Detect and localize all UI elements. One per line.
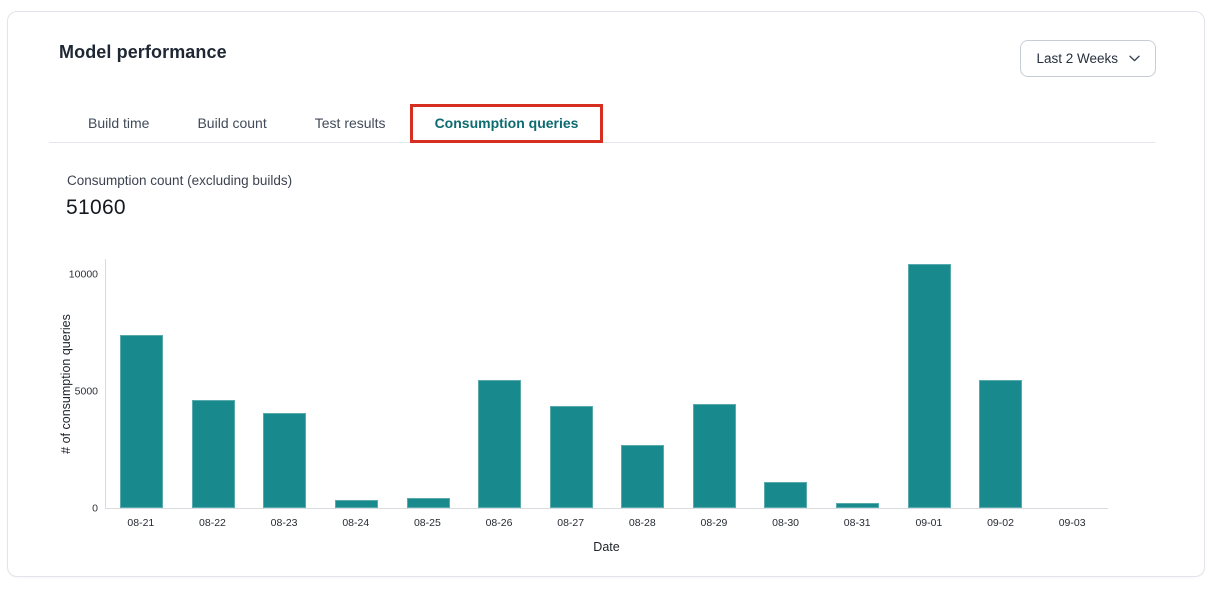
y-tick-label: 5000 [74, 384, 98, 397]
y-tick-label: 0 [92, 501, 98, 514]
bar-slot [106, 259, 178, 508]
x-tick-label: 08-31 [843, 517, 871, 529]
x-tick-label: 08-24 [342, 517, 370, 529]
y-axis-ticks: 0 5000 10000 [69, 259, 1108, 513]
y-tick-label: 10000 [68, 267, 98, 280]
page-title: Model performance [59, 42, 227, 62]
bar-08-25[interactable] [406, 497, 450, 508]
tab-test-results[interactable]: Test results [291, 104, 410, 143]
bar-slot [535, 259, 607, 508]
bar-slot [822, 259, 894, 508]
chart-plot-area: 0 5000 10000 [69, 259, 1108, 513]
x-tick-label: 08-27 [557, 517, 585, 529]
chart-bars [106, 259, 1108, 508]
bar-09-02[interactable] [979, 379, 1023, 508]
bar-08-28[interactable] [621, 444, 665, 508]
date-range-dropdown[interactable]: Last 2 Weeks [1020, 40, 1156, 77]
x-tick-label: 08-23 [270, 517, 298, 529]
x-tick-label: 09-02 [987, 517, 1014, 529]
x-tick-label: 09-01 [915, 517, 943, 529]
tab-label: Test results [314, 115, 386, 131]
bar-slot [178, 259, 250, 508]
bar-slot [1037, 259, 1109, 508]
bar-slot [392, 259, 464, 508]
bar-09-01[interactable] [907, 264, 951, 508]
tab-build-time[interactable]: Build time [64, 104, 173, 143]
bar-slot [321, 259, 393, 508]
tab-consumption-queries[interactable]: Consumption queries [409, 104, 604, 143]
bar-08-24[interactable] [335, 500, 379, 508]
metric-label: Consumption count (excluding builds) [67, 173, 293, 188]
bar-slot [249, 259, 321, 508]
bar-08-30[interactable] [764, 481, 808, 508]
x-tick-label: 08-21 [127, 517, 155, 529]
x-tick-label: 09-03 [1058, 517, 1086, 529]
tab-build-count[interactable]: Build count [173, 104, 290, 143]
x-tick-label: 08-25 [413, 517, 441, 529]
bar-slot [750, 259, 822, 508]
bar-08-31[interactable] [836, 502, 880, 508]
tab-label: Consumption queries [434, 115, 579, 131]
x-tick-label: 08-22 [199, 517, 226, 529]
x-tick-label: 08-30 [772, 517, 800, 529]
bar-slot [464, 259, 536, 508]
date-range-value: Last 2 Weeks [1036, 51, 1118, 66]
bar-slot [679, 259, 751, 508]
bar-08-26[interactable] [478, 380, 522, 508]
bar-08-23[interactable] [263, 413, 307, 508]
tab-bar: Build time Build count Test results Cons… [49, 104, 1155, 143]
x-tick-label: 08-29 [700, 517, 728, 529]
chevron-down-icon [1129, 55, 1140, 62]
y-axis-title: # of consumption queries [59, 314, 73, 454]
metric-value: 51060 [66, 196, 126, 219]
bar-slot [607, 259, 679, 508]
model-performance-card: Model performance Last 2 Weeks Build tim… [7, 11, 1205, 577]
bar-08-21[interactable] [120, 334, 164, 508]
x-tick-label: 08-28 [628, 517, 656, 529]
x-tick-label: 08-26 [485, 517, 513, 529]
bar-08-27[interactable] [549, 406, 593, 508]
tab-label: Build count [197, 115, 267, 131]
x-axis-labels: 08-21 08-22 08-23 08-24 08-25 08-26 08-27 08-28… [105, 517, 1108, 529]
x-axis-title: Date [593, 540, 620, 554]
bar-slot [893, 259, 965, 508]
bar-08-22[interactable] [191, 400, 235, 508]
bar-08-29[interactable] [692, 403, 736, 508]
bar-slot [965, 259, 1037, 508]
tab-label: Build time [88, 115, 150, 131]
